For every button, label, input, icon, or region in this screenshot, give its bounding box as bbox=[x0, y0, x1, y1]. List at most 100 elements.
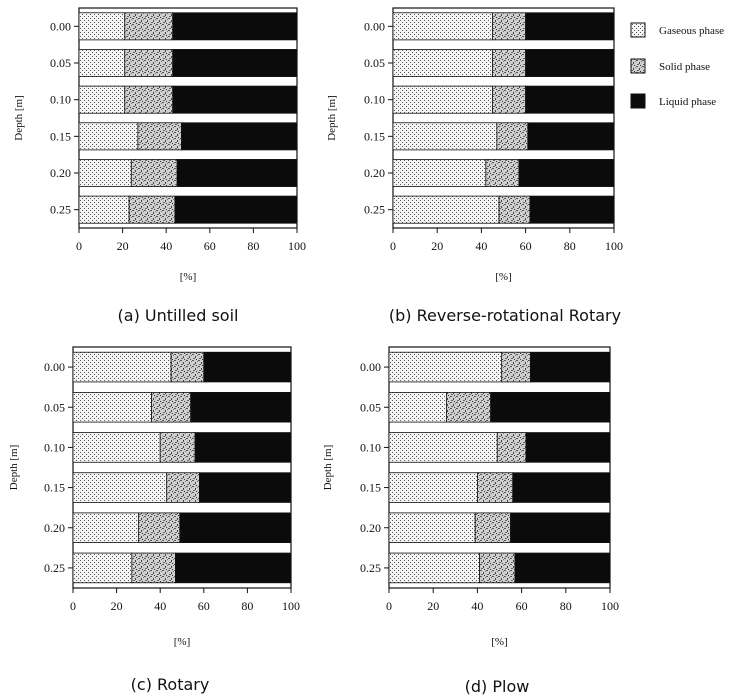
bar-liquid-0.05 bbox=[172, 49, 298, 77]
x-tick-label: 60 bbox=[520, 239, 532, 253]
bar-solid-0.20 bbox=[130, 159, 178, 187]
x-tick-label: 40 bbox=[160, 239, 172, 253]
y-tick-label: 0.00 bbox=[50, 19, 71, 33]
bar-liquid-0.00 bbox=[172, 12, 298, 41]
bar-gaseous-0.10 bbox=[392, 85, 493, 114]
bar-solid-0.10 bbox=[124, 85, 174, 114]
bar-liquid-0.00 bbox=[203, 351, 292, 383]
bar-liquid-0.25 bbox=[174, 195, 298, 224]
y-axis-label: Depth [m] bbox=[13, 95, 25, 141]
x-tick-label: 0 bbox=[76, 239, 82, 253]
y-tick-label: 0.15 bbox=[44, 481, 65, 495]
bar-solid-0.20 bbox=[485, 159, 520, 187]
bar-gaseous-0.05 bbox=[72, 391, 152, 423]
plot-frame bbox=[388, 346, 611, 589]
y-axis-label: Depth [m] bbox=[8, 445, 20, 491]
chart-caption: (c) Rotary bbox=[131, 675, 210, 694]
bar-gaseous-0.15 bbox=[392, 122, 498, 151]
bar-gaseous-0.15 bbox=[72, 472, 168, 503]
y-tick-label: 0.05 bbox=[44, 400, 65, 414]
x-tick-label: 0 bbox=[390, 239, 396, 253]
x-tick-label: 100 bbox=[601, 599, 619, 613]
x-tick-label: 0 bbox=[70, 599, 76, 613]
bar-liquid-0.15 bbox=[181, 122, 298, 151]
y-tick-label: 0.10 bbox=[364, 93, 385, 107]
bar-solid-0.00 bbox=[124, 12, 174, 41]
x-tick-label: 100 bbox=[282, 599, 300, 613]
chart-untilled-soil: 0.00 0.05 0.10 0.15 0.20 0.25 0 20 40 60 80 100 [%] D… bbox=[13, 7, 306, 325]
y-tick-label: 0.20 bbox=[364, 166, 385, 180]
bar-gaseous-0.25 bbox=[392, 195, 500, 224]
bar-gaseous-0.20 bbox=[392, 159, 487, 187]
bar-gaseous-0.25 bbox=[72, 552, 133, 584]
x-tick-label: 20 bbox=[427, 599, 439, 613]
bar-liquid-0.05 bbox=[525, 49, 615, 77]
y-tick-label: 0.10 bbox=[44, 440, 65, 454]
y-tick-label: 0.00 bbox=[364, 19, 385, 33]
x-axis-label: [%] bbox=[180, 271, 197, 283]
x-tick-label: 20 bbox=[111, 599, 123, 613]
legend-swatch-liquid bbox=[630, 93, 646, 109]
bar-solid-0.10 bbox=[159, 432, 196, 463]
y-tick-label: 0.20 bbox=[44, 521, 65, 535]
chart-caption: (b) Reverse-rotational Rotary bbox=[389, 306, 621, 325]
bar-liquid-0.20 bbox=[179, 512, 292, 544]
bar-solid-0.15 bbox=[476, 472, 514, 503]
x-axis-label: [%] bbox=[495, 271, 512, 283]
bar-solid-0.05 bbox=[492, 49, 527, 77]
y-tick-label: 0.20 bbox=[360, 521, 381, 535]
y-tick-label: 0.10 bbox=[360, 440, 381, 454]
bar-gaseous-0.00 bbox=[392, 12, 493, 41]
plot-frame bbox=[392, 7, 615, 229]
bar-gaseous-0.20 bbox=[78, 159, 132, 187]
bar-solid-0.20 bbox=[474, 512, 511, 544]
plot-frame bbox=[72, 346, 292, 589]
bar-liquid-0.20 bbox=[510, 512, 611, 544]
y-tick-label: 0.05 bbox=[364, 56, 385, 70]
x-tick-label: 20 bbox=[117, 239, 129, 253]
legend-label-gaseous: Gaseous phase bbox=[659, 25, 724, 37]
x-axis-label: [%] bbox=[491, 636, 508, 648]
y-tick-label: 0.15 bbox=[360, 481, 381, 495]
legend-swatch-solid bbox=[630, 58, 646, 74]
bar-liquid-0.15 bbox=[512, 472, 611, 503]
bar-gaseous-0.25 bbox=[388, 552, 481, 584]
y-axis-label: Depth [m] bbox=[326, 95, 338, 141]
bar-solid-0.10 bbox=[496, 432, 527, 463]
plot-frame bbox=[78, 7, 298, 229]
bar-solid-0.25 bbox=[479, 552, 516, 584]
x-tick-label: 80 bbox=[247, 239, 259, 253]
bar-gaseous-0.10 bbox=[388, 432, 498, 463]
bar-solid-0.10 bbox=[492, 85, 527, 114]
chart-rotary: 0.00 0.05 0.10 0.15 0.20 0.25 0 20 40 60 80 100 [%] D… bbox=[8, 346, 300, 694]
legend-label-liquid: Liquid phase bbox=[659, 96, 716, 108]
x-tick-label: 80 bbox=[564, 239, 576, 253]
bar-liquid-0.05 bbox=[190, 391, 292, 423]
legend: Gaseous phase Solid phase Liquid phase bbox=[630, 22, 724, 109]
y-tick-label: 0.05 bbox=[360, 400, 381, 414]
bar-liquid-0.25 bbox=[529, 195, 615, 224]
bar-solid-0.15 bbox=[137, 122, 182, 151]
bar-liquid-0.15 bbox=[199, 472, 292, 503]
bar-solid-0.00 bbox=[501, 351, 531, 383]
bar-liquid-0.10 bbox=[194, 432, 292, 463]
x-tick-label: 60 bbox=[204, 239, 216, 253]
bar-solid-0.00 bbox=[170, 351, 205, 383]
y-tick-label: 0.05 bbox=[50, 56, 71, 70]
y-tick-label: 0.25 bbox=[364, 203, 385, 217]
bar-solid-0.25 bbox=[128, 195, 176, 224]
bar-gaseous-0.05 bbox=[392, 49, 493, 77]
chart-plow: 0.00 0.05 0.10 0.15 0.20 0.25 0 20 40 60 80 100 [%] D… bbox=[322, 346, 619, 696]
bar-liquid-0.10 bbox=[525, 432, 611, 463]
y-tick-label: 0.25 bbox=[44, 561, 65, 575]
bar-liquid-0.00 bbox=[525, 12, 615, 41]
bar-solid-0.05 bbox=[446, 391, 492, 423]
bar-gaseous-0.15 bbox=[78, 122, 139, 151]
x-tick-label: 40 bbox=[475, 239, 487, 253]
y-tick-label: 0.25 bbox=[360, 561, 381, 575]
bar-gaseous-0.00 bbox=[72, 351, 172, 383]
legend-label-solid: Solid phase bbox=[659, 61, 710, 73]
bar-gaseous-0.05 bbox=[388, 391, 447, 423]
x-tick-label: 60 bbox=[198, 599, 210, 613]
x-axis-label: [%] bbox=[174, 636, 191, 648]
